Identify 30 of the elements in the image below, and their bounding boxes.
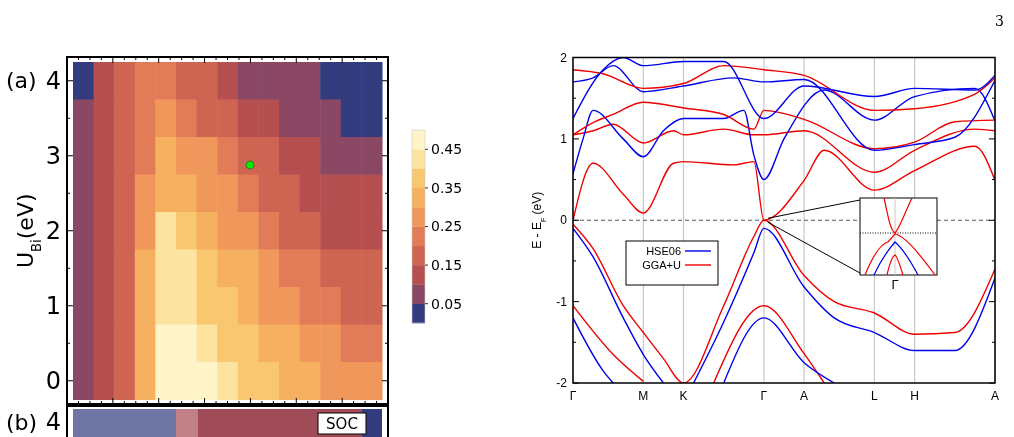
annotation: Γ [891,277,899,292]
x-tick-label: K [679,389,688,403]
y-tick-label: 0 [45,367,61,396]
color-bar-label: 0.45 [431,141,463,158]
y-tick-label: 3 [45,142,61,171]
x-tick-label: Γ [569,389,577,403]
y-tick-label: -2 [556,376,568,391]
x-tick-label: H [910,389,919,403]
legend-label: HSE06 [646,245,681,257]
y-tick-label: 0 [560,213,568,228]
y-tick-label: 4 [45,67,61,96]
text: SOC [326,415,358,434]
y-tick-label: 2 [45,217,61,246]
x-tick-label: Γ [760,389,768,403]
y-tick-label: 1 [560,132,568,147]
x-tick-label: A [990,389,1000,403]
y-tick-label: 2 [560,50,568,65]
color-bar-label: 0.15 [431,257,463,273]
legend-label: GGA+U [642,259,682,271]
text: 3 [995,13,1004,29]
chart-title: (a) [6,68,37,94]
text: (b) [6,409,38,435]
color-bar-label: 0.25 [431,218,463,235]
x-tick-label: A [800,389,809,403]
x-tick-label: L [871,389,879,403]
color-bar-label: 0.35 [431,179,463,196]
x-tick-label: M [638,389,649,403]
y-tick-label: 1 [45,292,61,321]
y-tick-label: -1 [556,294,568,309]
color-bar-label: 0.05 [431,295,463,312]
